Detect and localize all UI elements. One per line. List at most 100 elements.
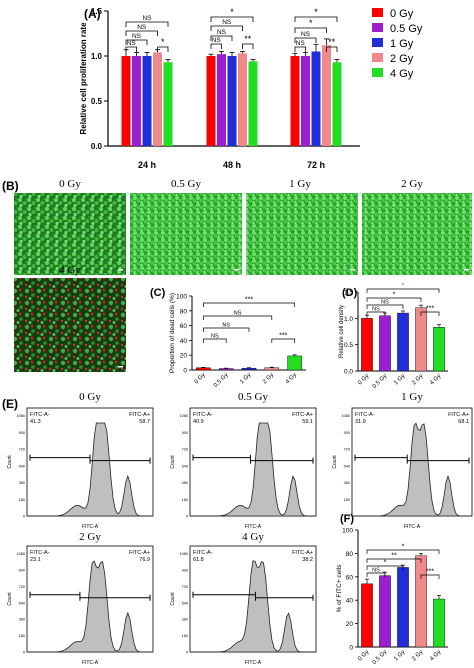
bar [332, 62, 342, 146]
gate-neg-value: 23.1 [30, 557, 41, 563]
legend-swatch [372, 38, 383, 47]
scale-bar [464, 269, 469, 271]
histogram-area [27, 560, 153, 653]
bar [287, 355, 302, 371]
x-tick-label: 4 Gy [285, 372, 298, 385]
y-axis-label: Count [7, 455, 13, 469]
legend-label: 0.5 Gy [390, 23, 423, 35]
micrograph-image [130, 193, 242, 275]
y-tick-label: 0.5 [91, 97, 103, 106]
x-tick-label: 2 Gy [411, 373, 424, 386]
y-tick-label: 0.0 [91, 142, 103, 151]
sig-label: NS [211, 334, 219, 340]
sig-bracket [210, 25, 243, 31]
gate-neg-label: FITC-A- [355, 412, 375, 418]
x-tick-label: 0.5 Gy [372, 649, 389, 666]
x-tick-label: 0 Gy [357, 373, 370, 386]
bar [397, 567, 409, 648]
y-axis-label: Count [170, 592, 176, 606]
histogram-area [190, 560, 316, 653]
sig-label: * [402, 283, 405, 290]
sig-label: *** [426, 306, 434, 313]
x-tick-label: 24 h [138, 160, 156, 170]
gate-pos-value: 38.2 [302, 557, 313, 563]
y-tick-label: 180 [344, 498, 350, 502]
gate-neg-value: 40.9 [193, 419, 204, 425]
bar [379, 315, 391, 372]
histogram-area [352, 422, 472, 517]
sig-label: NS [217, 29, 227, 36]
sig-bracket [420, 311, 440, 316]
y-tick-label: 1080 [342, 414, 350, 418]
sig-label: NS [372, 568, 380, 574]
micrograph-image [14, 278, 126, 372]
bar [241, 367, 257, 371]
gate-pos-label: FITC-A+ [129, 412, 150, 418]
x-axis-label: FITC-A [82, 524, 99, 530]
gate-neg-label: FITC-A- [193, 412, 213, 418]
legend-swatch [372, 68, 383, 77]
histogram-title: 1 Gy [401, 391, 423, 403]
histogram-title: 0.5 Gy [238, 391, 268, 403]
bar [361, 318, 373, 372]
x-tick-label: 2 Gy [411, 649, 424, 662]
sig-bracket [366, 549, 440, 554]
panel-label-e: (E) [2, 397, 18, 411]
sig-bracket [294, 46, 306, 52]
sig-label: NS [372, 307, 380, 313]
sig-label: NS [132, 33, 142, 40]
bar [248, 61, 258, 146]
micrograph-image [246, 193, 358, 275]
y-tick-label: 360 [19, 618, 25, 622]
gate-pos-value: 76.9 [139, 557, 150, 563]
legend-swatch [372, 53, 383, 62]
histogram-title: 2 Gy [79, 531, 101, 543]
x-axis-label: FITC-A [404, 524, 421, 530]
bar [433, 598, 445, 648]
sig-label: NS [142, 15, 152, 22]
y-tick-label: 1.5 [91, 7, 103, 16]
scale-bar [118, 366, 123, 368]
bar [132, 56, 141, 146]
sig-label: * [230, 7, 234, 17]
y-tick-label: 1.5 [344, 290, 353, 297]
legend-a: 0 Gy 0.5 Gy 1 Gy 2 Gy 4 Gy [372, 8, 423, 80]
histogram-area [190, 422, 316, 517]
y-tick-label: 0 [186, 515, 188, 519]
y-tick-label: 80 [180, 308, 188, 315]
x-tick-label: 0.5 Gy [213, 372, 230, 389]
y-tick-label: 20 [346, 621, 354, 628]
gate-neg-value: 41.3 [30, 419, 41, 425]
y-tick-label: 900 [182, 568, 188, 572]
bar [290, 56, 300, 146]
sig-label: NS [212, 37, 222, 44]
bar [238, 53, 247, 146]
gate-pos-value: 68.1 [458, 419, 469, 425]
histogram-title: 4 Gy [242, 531, 264, 543]
sig-bracket [366, 565, 404, 570]
y-tick-label: 1080 [17, 414, 25, 418]
bar [415, 555, 427, 648]
y-tick-label: 1080 [17, 552, 25, 556]
panel-label-a: (A) [84, 7, 101, 21]
legend-swatch [372, 23, 383, 32]
sig-label: NS [381, 300, 389, 306]
sig-label: ** [391, 553, 397, 560]
gate-neg-label: FITC-A- [30, 412, 50, 418]
histogram-title: 0 Gy [79, 391, 101, 403]
sig-label: * [309, 18, 313, 28]
sig-label: NS [301, 31, 311, 38]
gate-neg-value: 31.9 [355, 419, 366, 425]
bar [206, 56, 216, 146]
sig-label: * [402, 544, 405, 551]
bar [153, 52, 162, 146]
y-tick-label: 180 [19, 498, 25, 502]
bar [311, 51, 321, 146]
x-tick-label: 0 Gy [357, 649, 370, 662]
sig-bracket [366, 311, 386, 316]
scale-bar [350, 269, 355, 271]
micrograph-image [362, 193, 472, 275]
sig-bracket [157, 46, 169, 52]
y-tick-label: 1.0 [91, 52, 103, 61]
